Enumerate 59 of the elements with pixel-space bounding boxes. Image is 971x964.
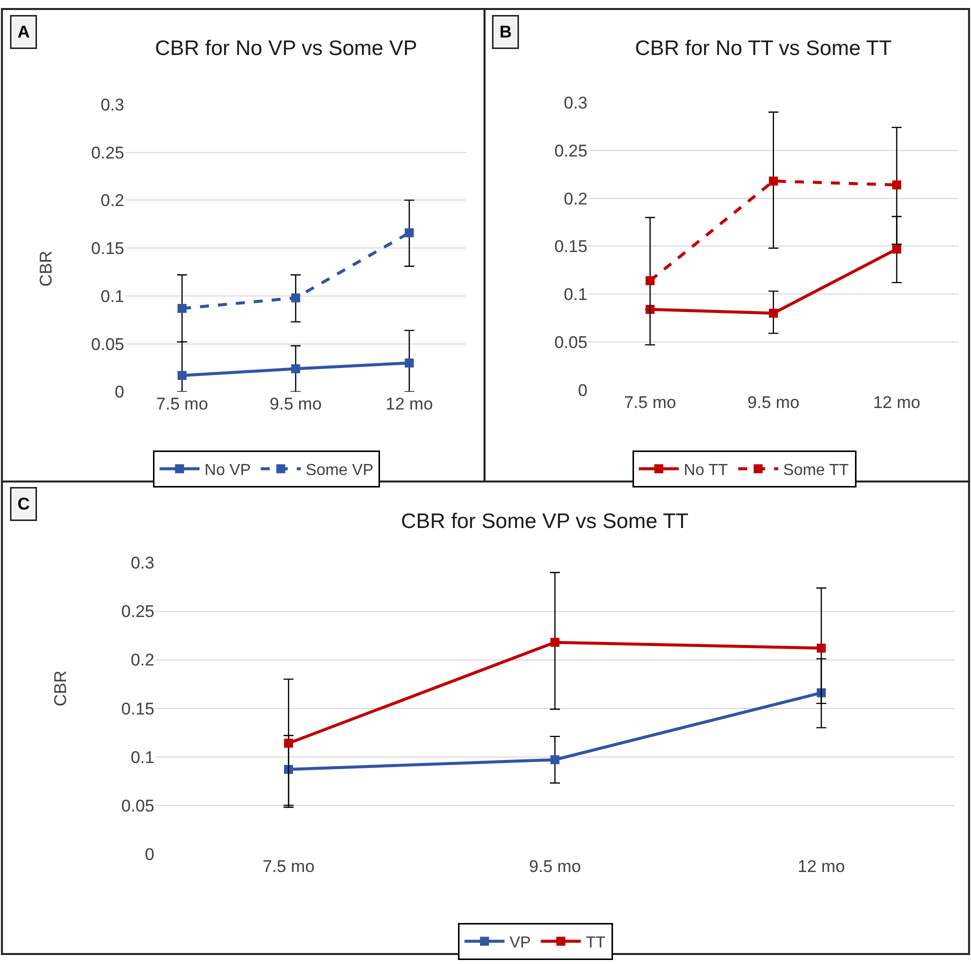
legend-label: Some TT <box>783 462 849 479</box>
y-tick-label: 0.15 <box>121 699 154 718</box>
x-tick-label: 12 mo <box>386 394 433 414</box>
y-tick-label: 0.15 <box>91 239 124 258</box>
y-tick-label: 0.2 <box>130 650 154 670</box>
y-tick-label: 0.2 <box>564 189 588 208</box>
point <box>404 228 414 238</box>
y-tick-label: 0.25 <box>121 602 154 622</box>
x-tick-label: 12 mo <box>798 856 845 876</box>
legend-label: No TT <box>684 462 728 479</box>
y-tick-label: 0.3 <box>130 554 154 573</box>
x-tick-label: 12 mo <box>873 392 920 412</box>
legend-label: VP <box>510 934 531 952</box>
x-tick-label: 9.5 mo <box>270 394 322 414</box>
point <box>284 738 294 748</box>
point <box>404 358 414 368</box>
x-tick-label: 9.5 mo <box>747 392 800 412</box>
y-tick-label: 0.1 <box>100 286 124 306</box>
y-tick-label: 0.1 <box>564 285 588 304</box>
legend-label: Some VP <box>306 462 374 479</box>
y-axis-title: CBR <box>36 250 56 287</box>
y-tick-label: 0.1 <box>130 748 154 767</box>
text: B <box>500 22 512 42</box>
point <box>178 304 187 313</box>
x-tick-label: 7.5 mo <box>624 392 676 412</box>
y-tick-label: 0.25 <box>91 143 124 162</box>
y-tick-label: 0 <box>144 844 154 864</box>
text: A <box>18 22 30 42</box>
y-tick-label: 0 <box>578 380 588 400</box>
point <box>646 276 655 286</box>
y-tick-label: 0 <box>114 382 124 402</box>
y-tick-label: 0.25 <box>554 141 588 160</box>
y-tick-label: 0.05 <box>121 796 154 816</box>
y-tick-label: 0.3 <box>100 95 124 114</box>
y-tick-label: 0.05 <box>91 334 124 354</box>
point <box>892 180 902 190</box>
legend-label: TT <box>586 934 606 952</box>
y-tick-label: 0.3 <box>564 94 588 113</box>
x-tick-label: 7.5 mo <box>156 394 208 414</box>
point <box>550 638 560 647</box>
chart-title: CBR for No TT vs Some TT <box>635 37 892 60</box>
x-tick-label: 9.5 mo <box>528 856 581 876</box>
y-tick-label: 0.15 <box>554 237 588 256</box>
text: C <box>18 494 30 514</box>
point <box>291 293 300 302</box>
point <box>178 370 187 380</box>
point <box>768 308 778 318</box>
point <box>768 176 778 186</box>
point <box>291 364 300 374</box>
point <box>550 755 560 764</box>
chart-title: CBR for Some VP vs Some TT <box>401 510 689 533</box>
y-tick-label: 0.2 <box>100 191 124 210</box>
y-axis-title: CBR <box>50 670 70 706</box>
point <box>816 644 826 653</box>
legend-label: No VP <box>204 462 251 479</box>
chart-title: CBR for No VP vs Some VP <box>155 37 418 60</box>
y-tick-label: 0.05 <box>554 332 588 352</box>
x-tick-label: 7.5 mo <box>262 856 315 876</box>
point <box>892 244 902 254</box>
